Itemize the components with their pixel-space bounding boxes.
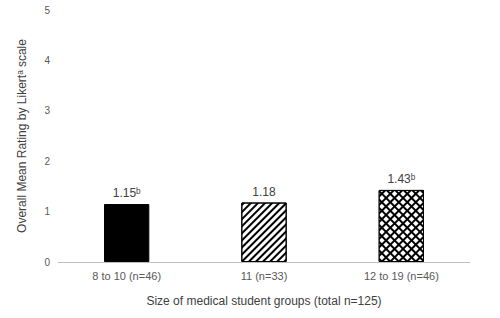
svg-text:4: 4 [44,55,50,66]
svg-text:5: 5 [44,5,50,16]
svg-text:3: 3 [44,105,50,116]
svg-text:Size of medical student groups: Size of medical student groups (total n=… [146,294,381,308]
svg-text:1.18: 1.18 [252,185,276,199]
svg-text:8 to 10 (n=46): 8 to 10 (n=46) [92,270,161,282]
svg-text:1.43ᵇ: 1.43ᵇ [387,172,415,186]
svg-text:Overall Mean Rating by Likertᵃ: Overall Mean Rating by Likertᵃ scale [15,39,29,233]
svg-text:1.15ᵇ: 1.15ᵇ [113,186,141,200]
svg-text:1: 1 [44,206,50,217]
svg-text:0: 0 [44,257,50,268]
svg-text:2: 2 [44,156,50,167]
svg-text:11 (n=33): 11 (n=33) [241,270,288,282]
svg-text:12 to 19 (n=46): 12 to 19 (n=46) [364,270,439,282]
